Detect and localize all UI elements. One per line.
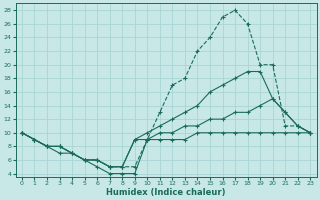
X-axis label: Humidex (Indice chaleur): Humidex (Indice chaleur) [106, 188, 226, 197]
